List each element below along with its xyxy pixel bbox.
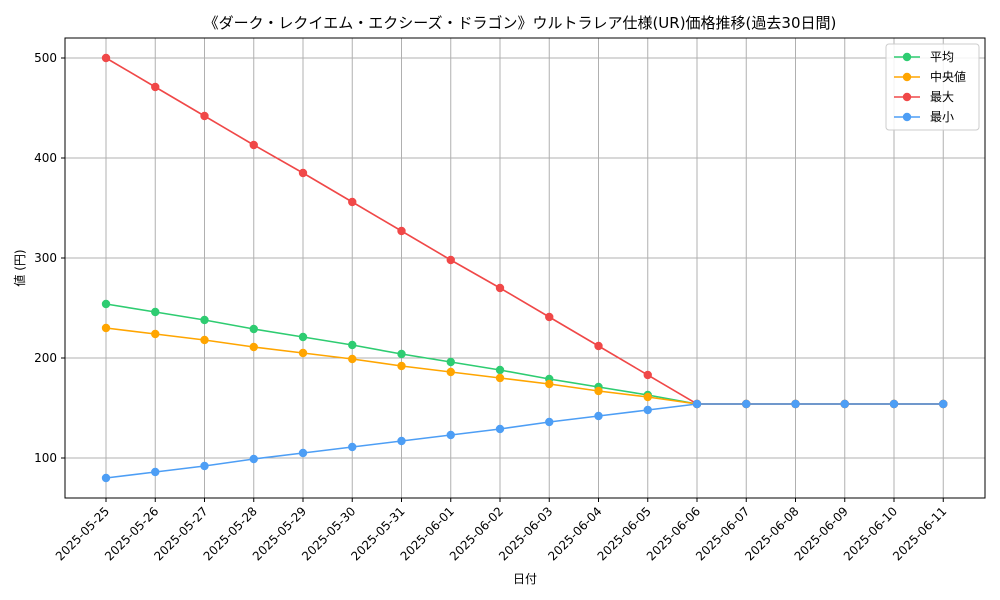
data-point: [348, 197, 357, 207]
data-point: [151, 307, 160, 317]
data-point: [200, 315, 209, 325]
data-point: [200, 461, 209, 471]
data-point: [495, 424, 505, 434]
data-point: [249, 140, 258, 150]
data-point: [545, 417, 554, 427]
legend-label: 平均: [930, 50, 954, 64]
data-point: [151, 329, 160, 339]
data-point: [594, 386, 603, 396]
data-point: [594, 411, 603, 421]
y-tick-label: 400: [34, 151, 57, 165]
data-point: [348, 354, 357, 364]
legend-box: [885, 43, 980, 131]
y-tick-label: 100: [34, 451, 57, 465]
data-point: [200, 111, 209, 121]
data-point: [495, 365, 505, 375]
data-point: [545, 312, 554, 322]
data-point: [348, 340, 357, 350]
series-平均: [101, 299, 948, 409]
legend-label: 最小: [930, 110, 954, 124]
data-point: [397, 436, 406, 446]
data-point: [692, 399, 702, 409]
data-point: [200, 335, 209, 345]
data-point: [249, 454, 258, 464]
data-point: [298, 332, 308, 342]
series-line: [105, 57, 944, 405]
data-point: [495, 373, 505, 383]
data-point: [397, 361, 406, 371]
data-point: [397, 349, 406, 359]
data-point: [594, 341, 603, 351]
series-group: [101, 53, 948, 483]
series-line: [105, 303, 944, 405]
chart-title: 《ダーク・レクイエム・エクシーズ・ドラゴン》ウルトラレア仕様(UR)価格推移(過…: [204, 14, 837, 32]
data-point: [249, 342, 258, 352]
y-axis-label: 値 (円): [12, 249, 27, 286]
legend-marker: [902, 112, 912, 122]
legend-marker: [902, 52, 912, 62]
data-point: [101, 53, 111, 63]
data-point: [889, 399, 899, 409]
data-point: [643, 405, 652, 415]
legend-marker: [902, 92, 912, 102]
data-point: [446, 357, 455, 367]
legend-label: 最大: [930, 90, 954, 104]
data-point: [249, 324, 258, 334]
data-point: [545, 379, 554, 389]
x-axis-label: 日付: [513, 572, 537, 586]
legend-label: 中央値: [930, 69, 966, 84]
data-point: [643, 392, 652, 402]
data-point: [446, 255, 455, 265]
series-中央値: [101, 323, 948, 409]
data-point: [397, 226, 406, 236]
data-point: [151, 467, 160, 477]
data-point: [101, 299, 111, 309]
y-tick-label: 500: [34, 51, 57, 65]
data-point: [791, 399, 800, 409]
y-tick-label: 200: [34, 351, 57, 365]
data-point: [446, 430, 455, 440]
legend-marker: [902, 72, 912, 82]
data-point: [446, 367, 455, 377]
data-point: [298, 448, 308, 458]
data-point: [101, 323, 111, 333]
data-point: [939, 399, 948, 409]
data-point: [643, 370, 652, 380]
data-point: [101, 473, 111, 483]
series-line: [105, 327, 944, 405]
grid: [65, 38, 985, 498]
series-最大: [101, 53, 948, 409]
data-point: [348, 442, 357, 452]
y-tick-label: 300: [34, 251, 57, 265]
plot-frame: [64, 37, 986, 499]
y-ticks: 100 200 300 400 500: [34, 51, 65, 465]
data-point: [495, 283, 505, 293]
data-point: [151, 82, 160, 92]
series-line: [105, 403, 944, 479]
x-ticks: 2025-05-252025-05-262025-05-272025-05-28…: [53, 498, 949, 563]
data-point: [298, 168, 308, 178]
data-point: [742, 399, 751, 409]
series-最小: [101, 399, 948, 483]
data-point: [840, 399, 849, 409]
data-point: [298, 348, 308, 358]
